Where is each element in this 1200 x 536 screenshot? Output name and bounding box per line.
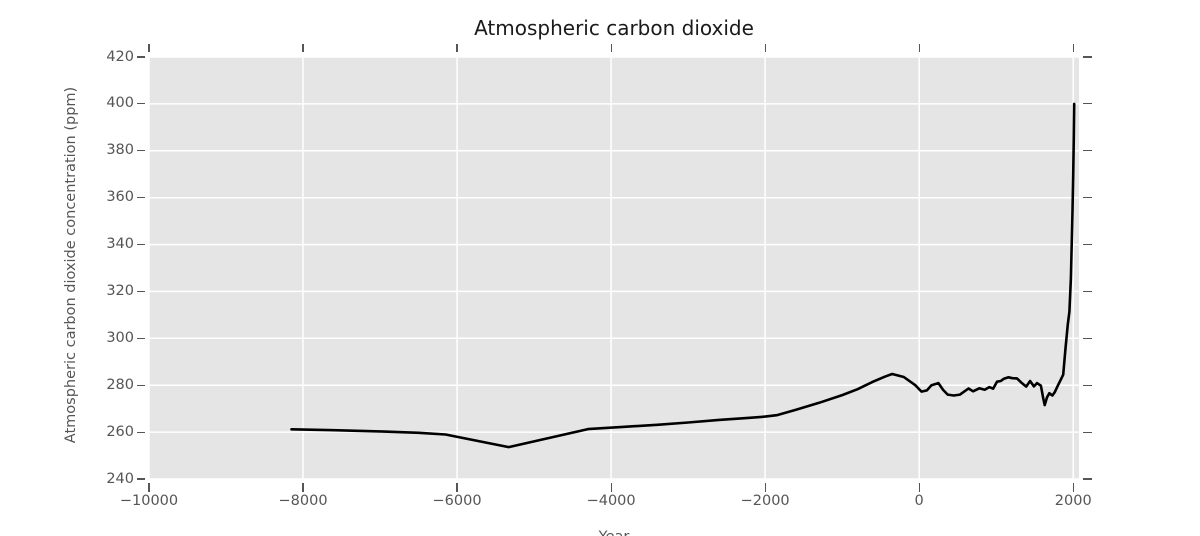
x-tick-bottom (148, 483, 150, 492)
x-tick-label: −8000 (278, 493, 328, 509)
y-tick-label: 260 (106, 423, 134, 440)
y-tick-right (1083, 384, 1092, 386)
chart-title: Atmospheric carbon dioxide (474, 16, 754, 40)
y-tick-label: 380 (106, 142, 134, 159)
y-tick-left (136, 56, 145, 58)
y-tick-right (1083, 150, 1092, 152)
x-tick-top (1072, 43, 1074, 52)
y-tick-right (1083, 478, 1092, 480)
y-tick-right (1083, 290, 1092, 293)
x-tick-label: −10000 (119, 493, 179, 509)
x-tick-label: 0 (914, 493, 924, 509)
y-tick-left (136, 337, 145, 339)
y-tick-right (1083, 431, 1092, 433)
x-tick-bottom (610, 483, 612, 492)
y-tick-right (1083, 103, 1092, 105)
y-tick-left (136, 150, 145, 152)
y-tick-label: 280 (106, 376, 134, 393)
y-tick-label: 420 (106, 48, 134, 65)
y-tick-right (1083, 337, 1092, 339)
plot-background (149, 57, 1079, 479)
co2-line (290, 102, 1076, 449)
x-tick-bottom (302, 483, 304, 492)
y-tick-right (1083, 56, 1092, 58)
y-tick-label: 340 (106, 236, 134, 253)
x-tick-top (456, 43, 458, 52)
y-tick-left (136, 197, 145, 199)
y-tick-left (136, 431, 145, 433)
y-tick-label: 240 (106, 470, 134, 487)
x-tick-label: −4000 (586, 493, 636, 509)
y-tick-right (1083, 197, 1092, 199)
x-tick-bottom (1072, 483, 1074, 492)
x-tick-top (918, 43, 920, 52)
y-tick-left (136, 103, 145, 105)
y-tick-left (136, 243, 145, 246)
x-tick-top (610, 43, 612, 52)
y-tick-left (136, 290, 145, 293)
y-tick-left (136, 384, 145, 386)
x-tick-top (302, 43, 304, 52)
y-tick-label: 300 (106, 329, 134, 346)
y-tick-right (1083, 243, 1092, 246)
x-tick-label: 2000 (1054, 493, 1092, 509)
x-tick-top (764, 43, 766, 52)
y-tick-label: 360 (106, 189, 134, 206)
y-tick-label: 400 (106, 95, 134, 112)
x-tick-bottom (918, 483, 920, 492)
x-tick-label: −2000 (740, 493, 790, 509)
y-tick-label: 320 (106, 282, 134, 299)
x-tick-bottom (764, 483, 766, 492)
plot-area (149, 57, 1079, 479)
x-tick-bottom (456, 483, 458, 492)
x-tick-top (148, 43, 150, 52)
y-tick-left (136, 478, 145, 480)
x-tick-label: −6000 (432, 493, 482, 509)
x-axis-label: Year (149, 529, 1079, 536)
